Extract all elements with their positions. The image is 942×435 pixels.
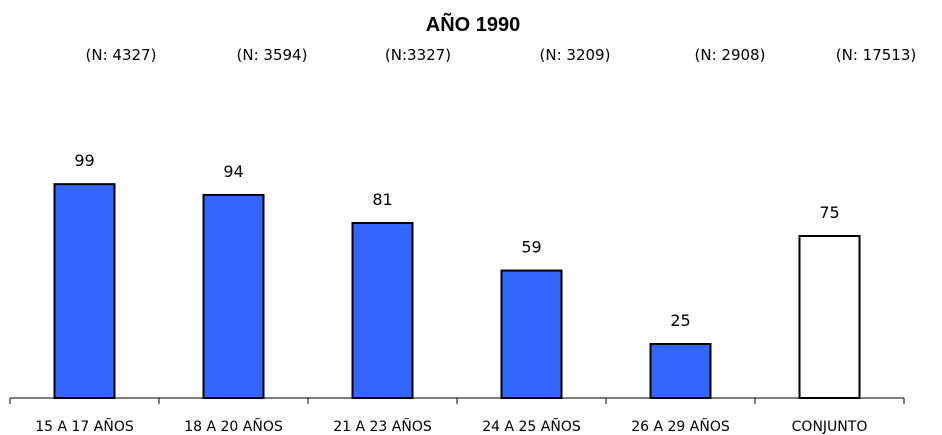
sample-size-label: (N: 4327) <box>86 46 157 64</box>
category-labels: 15 A 17 AÑOS 18 A 20 AÑOS 21 A 23 AÑOS 24 A… <box>35 418 867 435</box>
value-labels: 99 94 81 59 25 75 <box>74 151 839 330</box>
category-label: 26 A 29 AÑOS <box>631 418 730 435</box>
chart-title: AÑO 1990 <box>426 13 521 36</box>
sample-size-label: (N: 3209) <box>540 46 611 64</box>
bar-2 <box>202 193 265 399</box>
value-label: 75 <box>819 203 839 222</box>
bar-1 <box>53 183 116 399</box>
category-label: 18 A 20 AÑOS <box>184 418 283 435</box>
value-label: 99 <box>74 151 94 170</box>
category-label: 24 A 25 AÑOS <box>482 418 581 435</box>
sample-size-label: (N: 2908) <box>695 46 766 64</box>
bar-3 <box>351 222 414 399</box>
bar-4 <box>500 269 563 399</box>
sample-size-label: (N: 3594) <box>237 46 308 64</box>
sample-size-labels: (N: 4327) (N: 3594) (N:3327) (N: 3209) (N: 2… <box>86 46 917 64</box>
value-label: 25 <box>670 311 690 330</box>
sample-size-label: (N: 17513) <box>836 46 916 64</box>
category-label: 21 A 23 AÑOS <box>333 418 432 435</box>
value-label: 59 <box>521 238 541 257</box>
sample-size-label: (N:3327) <box>385 46 451 64</box>
bars <box>53 183 861 399</box>
bar-5 <box>649 343 712 399</box>
category-label: CONJUNTO <box>792 419 868 435</box>
value-label: 81 <box>372 190 392 209</box>
x-axis-ticks <box>9 398 905 404</box>
bar-6 <box>798 235 861 399</box>
value-label: 94 <box>223 162 243 181</box>
category-label: 15 A 17 AÑOS <box>35 418 134 435</box>
